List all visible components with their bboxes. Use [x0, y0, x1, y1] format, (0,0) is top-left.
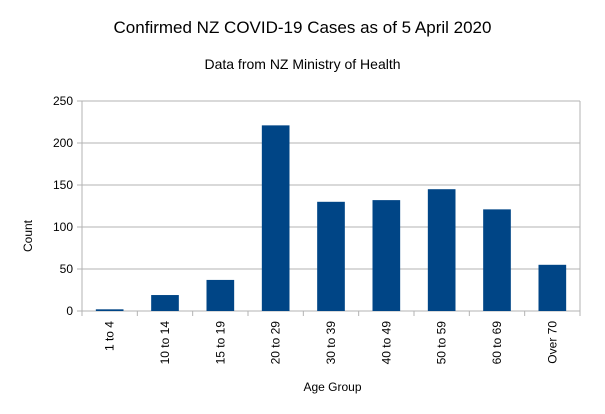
x-axis-label: Age Group — [303, 380, 362, 394]
y-tick-label: 150 — [53, 178, 73, 192]
x-tick-label: 15 to 19 — [213, 321, 227, 365]
bar — [538, 264, 567, 311]
x-tick-label: 1 to 4 — [103, 321, 117, 351]
y-tick-label: 200 — [53, 136, 73, 150]
x-tick-label: 40 to 49 — [379, 321, 393, 365]
bar — [151, 295, 179, 311]
y-tick-label: 50 — [60, 262, 74, 276]
x-tick-label: 30 to 39 — [324, 321, 338, 365]
x-tick-label: 50 to 59 — [435, 321, 449, 365]
y-tick-label: 100 — [53, 220, 73, 234]
bar — [261, 125, 290, 311]
chart-subtitle: Data from NZ Ministry of Health — [204, 56, 401, 72]
y-tick-label: 0 — [66, 304, 73, 318]
bar — [483, 209, 511, 311]
bar — [427, 189, 456, 311]
bar — [95, 309, 124, 311]
bar — [206, 279, 235, 311]
bar — [317, 201, 345, 311]
chart-title: Confirmed NZ COVID-19 Cases as of 5 Apri… — [113, 18, 492, 37]
y-tick-label: 250 — [53, 94, 73, 108]
x-tick-label: Over 70 — [545, 321, 559, 364]
bar — [372, 200, 401, 311]
x-tick-label: 10 to 14 — [158, 321, 172, 365]
x-tick-label: 20 to 29 — [269, 321, 283, 365]
x-tick-label: 60 to 69 — [490, 321, 504, 365]
